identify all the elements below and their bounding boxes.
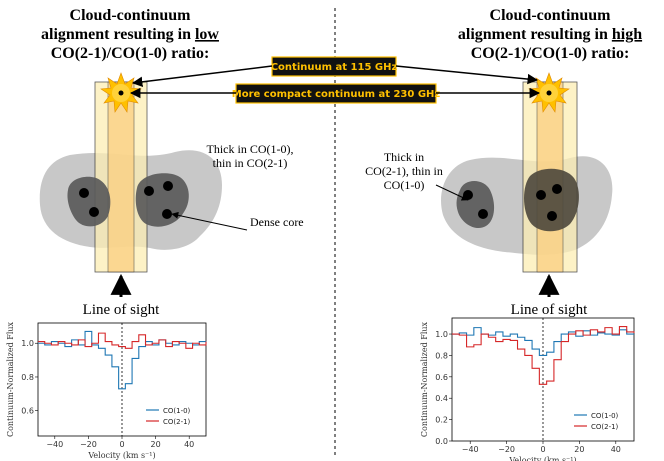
legend-label: CO(1-0) — [163, 407, 191, 415]
left-title-line-2: alignment resulting in low — [41, 26, 219, 43]
left-title-line-3: CO(2-1)/CO(1-0) ratio: — [51, 45, 210, 62]
left-panel: Cloud-continuum alignment resulting in l… — [39, 7, 304, 318]
arrow-icon — [395, 65, 539, 85]
banner-115ghz: Continuum at 115 GHz — [271, 56, 398, 77]
left-core — [162, 209, 172, 219]
left-core — [79, 188, 89, 198]
y-tick-label: 0.0 — [435, 437, 448, 446]
left-title-emph: low — [195, 26, 219, 43]
y-tick-label: 0.6 — [435, 373, 448, 382]
arrow-icon — [435, 184, 469, 201]
y-tick-label: 1.0 — [435, 330, 448, 339]
x-tick-label: −20 — [80, 440, 97, 449]
left-core — [144, 186, 154, 196]
left-annotation-thick-line-1: Thick in CO(1-0), — [207, 142, 294, 156]
right-title-line-2: alignment resulting in high — [458, 26, 642, 43]
sun-icon — [100, 72, 142, 113]
left-line-of-sight-label: Line of sight — [83, 302, 160, 318]
right-spectrum-chart: −40 −20 0 20 40 0.0 0.2 0.4 0.6 0.8 1.0 Velocity (k… — [420, 317, 635, 461]
right-title-line-1: Cloud-continuum — [490, 7, 612, 24]
x-axis-label: Velocity (km s⁻¹) — [87, 451, 155, 460]
y-tick-label: 0.6 — [21, 407, 34, 416]
right-core — [552, 184, 562, 194]
y-tick-label: 0.4 — [435, 394, 448, 403]
right-core — [478, 209, 488, 219]
x-axis-label: Velocity (km s⁻¹) — [508, 456, 576, 461]
right-annotation-thick-line-3: CO(1-0) — [384, 178, 425, 192]
right-clump-2 — [524, 168, 579, 232]
right-panel: Cloud-continuum alignment resulting in h… — [365, 7, 642, 318]
legend-label: CO(2-1) — [591, 423, 619, 431]
right-annotation-thick-line-2: CO(2-1), thin in — [365, 164, 443, 178]
y-tick-label: 1.0 — [21, 339, 34, 348]
x-tick-label: 40 — [184, 440, 194, 449]
right-title-line-3: CO(2-1)/CO(1-0) ratio: — [471, 45, 630, 62]
x-tick-label: 40 — [611, 445, 621, 454]
x-tick-label: 20 — [151, 440, 161, 449]
banner-230ghz-label: More compact continuum at 230 GHz — [232, 89, 441, 100]
left-core — [89, 207, 99, 217]
left-title-line-1: Cloud-continuum — [70, 7, 192, 24]
left-annotation-core: Dense core — [250, 215, 304, 229]
x-tick-label: −20 — [498, 445, 515, 454]
y-tick-label: 0.8 — [435, 351, 448, 360]
y-axis-label: Continuum-Normalized Flux — [420, 321, 429, 437]
right-title-emph: high — [612, 26, 642, 43]
left-core — [163, 181, 173, 191]
y-axis-label: Continuum-Normalized Flux — [6, 321, 15, 437]
y-tick-label: 0.2 — [435, 416, 448, 425]
x-tick-label: 0 — [540, 445, 545, 454]
right-line-of-sight-label: Line of sight — [511, 302, 588, 318]
x-tick-label: −40 — [462, 445, 479, 454]
left-annotation-thick-line-2: thin in CO(2-1) — [213, 156, 288, 170]
right-core — [536, 190, 546, 200]
left-clump-1 — [67, 176, 111, 227]
x-tick-label: 0 — [119, 440, 124, 449]
banner-115ghz-label: Continuum at 115 GHz — [271, 62, 398, 73]
legend-label: CO(1-0) — [591, 412, 619, 420]
left-beam-inner — [107, 81, 135, 273]
right-core — [547, 211, 557, 221]
y-tick-label: 0.8 — [21, 373, 34, 382]
left-spectrum-chart: −40 −20 0 20 40 0.6 0.8 1.0 Velocity (km s⁻¹) Con… — [6, 321, 207, 460]
series-line — [452, 326, 635, 385]
series-line — [38, 332, 207, 349]
right-annotation-thick-line-1: Thick in — [384, 150, 424, 164]
legend-label: CO(2-1) — [163, 418, 191, 426]
x-tick-label: 20 — [574, 445, 584, 454]
x-tick-label: −40 — [46, 440, 63, 449]
arrow-icon — [171, 211, 248, 231]
banner-230ghz: More compact continuum at 230 GHz — [232, 83, 441, 104]
arrow-icon — [131, 65, 273, 88]
